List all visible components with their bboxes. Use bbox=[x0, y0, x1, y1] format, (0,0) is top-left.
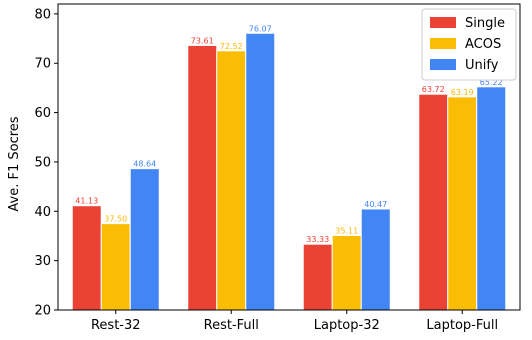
value-label-acos-laptop-32: 35.11 bbox=[335, 226, 358, 235]
bar-unify-rest-full bbox=[245, 32, 276, 311]
bar-acos-laptop-full bbox=[447, 96, 478, 311]
bar-acos-rest-32 bbox=[100, 223, 131, 311]
y-tick-label: 70 bbox=[34, 57, 51, 72]
bar-single-laptop-32 bbox=[302, 243, 333, 311]
ticks-layer: Rest-32 Rest-Full Laptop-32 Laptop-Full 20 30… bbox=[34, 7, 498, 333]
value-label-single-laptop-full: 63.72 bbox=[422, 85, 445, 94]
legend-swatch-acos bbox=[430, 38, 456, 49]
legend-swatch-single bbox=[430, 17, 456, 28]
value-label-unify-rest-full: 76.07 bbox=[249, 24, 272, 33]
y-axis-label: Ave. F1 Socres bbox=[7, 116, 22, 211]
legend-label-acos: ACOS bbox=[465, 37, 501, 52]
legend: Single ACOS Unify bbox=[421, 8, 517, 81]
value-label-single-laptop-32: 33.33 bbox=[306, 235, 329, 244]
plot-frame bbox=[57, 3, 521, 311]
value-label-acos-laptop-full: 63.19 bbox=[451, 88, 474, 97]
x-tick-label: Rest-Full bbox=[204, 318, 259, 333]
y-tick-label: 50 bbox=[34, 155, 51, 170]
axes-layer bbox=[57, 3, 521, 311]
x-tick-label: Laptop-32 bbox=[314, 318, 380, 333]
y-tick-label: 30 bbox=[34, 254, 51, 269]
y-tick-label: 80 bbox=[34, 7, 51, 22]
value-label-unify-laptop-full: 65.22 bbox=[480, 78, 503, 87]
legend-label-single: Single bbox=[465, 16, 505, 31]
value-label-unify-rest-32: 48.64 bbox=[133, 160, 156, 169]
x-tick-label: Rest-32 bbox=[91, 318, 141, 333]
bar-unify-rest-32 bbox=[129, 168, 160, 311]
bar-unify-laptop-32 bbox=[360, 208, 391, 311]
bar-single-rest-full bbox=[187, 44, 218, 311]
legend-swatch-unify bbox=[430, 59, 456, 70]
value-label-single-rest-32: 41.13 bbox=[75, 197, 98, 206]
y-tick-label: 40 bbox=[34, 205, 51, 220]
value-label-unify-laptop-32: 40.47 bbox=[364, 200, 387, 209]
value-labels-layer: 41.13 37.50 48.64 73.61 72.52 76.07 33.33 35.11… bbox=[75, 24, 502, 244]
bar-acos-rest-full bbox=[216, 50, 247, 311]
y-tick-label: 60 bbox=[34, 106, 51, 121]
value-label-acos-rest-32: 37.50 bbox=[104, 215, 127, 224]
value-label-acos-rest-full: 72.52 bbox=[220, 42, 243, 51]
x-tick-label: Laptop-Full bbox=[426, 318, 498, 333]
y-tick-label: 20 bbox=[34, 304, 51, 319]
bars-layer bbox=[71, 32, 507, 311]
legend-label-unify: Unify bbox=[465, 58, 499, 73]
bar-unify-laptop-full bbox=[476, 86, 507, 311]
bar-single-rest-32 bbox=[71, 205, 102, 311]
bar-acos-laptop-32 bbox=[331, 234, 362, 311]
bar-single-laptop-full bbox=[418, 93, 449, 311]
value-label-single-rest-full: 73.61 bbox=[191, 36, 214, 45]
